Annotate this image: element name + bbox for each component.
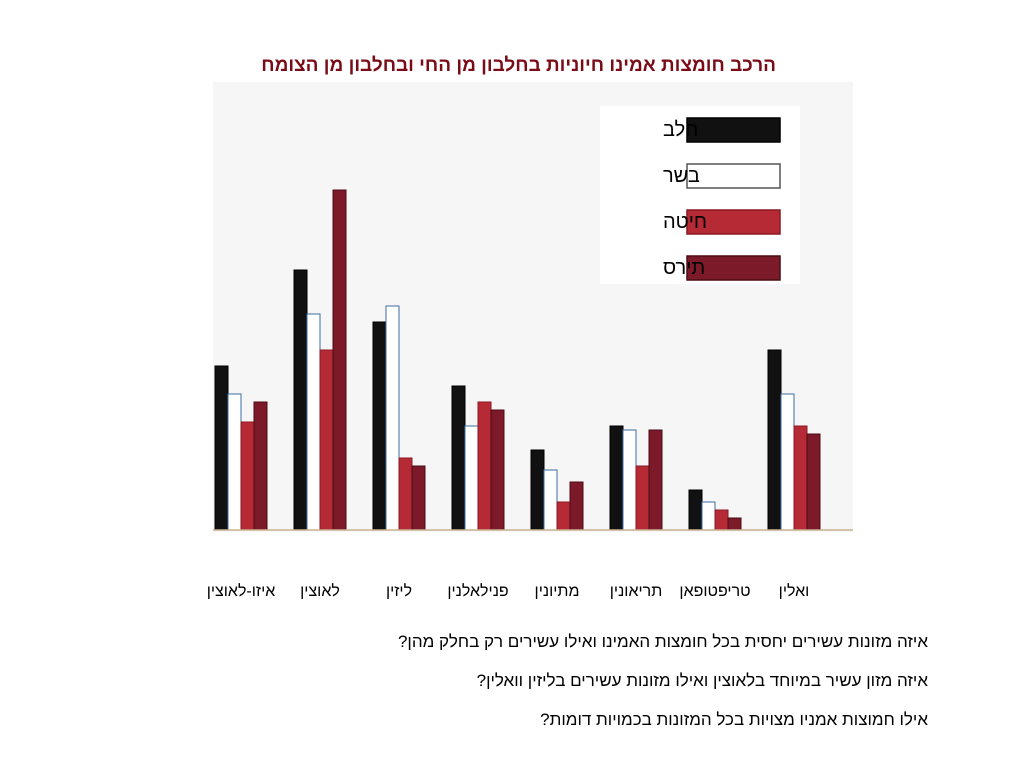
category-label-5: תריאונין: [610, 583, 663, 600]
bar-s1-c2: [385, 305, 400, 531]
bar-s1-c6: [701, 501, 716, 531]
category-label-1: לאוצין: [300, 582, 340, 600]
category-label-2: ליזין: [386, 582, 412, 600]
bar-s3-c0: [253, 401, 268, 531]
bar-s3-c5: [648, 429, 663, 531]
bar-s2-c4: [556, 501, 571, 531]
legend-swatch-3: [686, 255, 781, 281]
bar-s1-c4: [543, 469, 558, 531]
bar-s3-c7: [806, 433, 821, 531]
bar-s1-c0: [227, 393, 242, 531]
bar-s3-c2: [411, 465, 426, 531]
bar-s3-c6: [727, 517, 742, 531]
bar-s1-c1: [306, 313, 321, 531]
legend-label-3: תירס: [663, 257, 705, 279]
category-label-3: פנילאלנין: [447, 582, 508, 600]
bar-s2-c6: [714, 509, 729, 531]
questions-list: איזה מזונות עשירים יחסית בכל חומצות האמי…: [168, 627, 928, 744]
bar-s0-c7: [767, 349, 782, 531]
legend-label-0: חלב: [663, 119, 698, 141]
legend-swatch-2: [686, 209, 781, 235]
bar-s2-c3: [477, 401, 492, 531]
bar-s0-c2: [372, 321, 387, 531]
bar-s1-c7: [780, 393, 795, 531]
bar-s2-c1: [319, 349, 334, 531]
question-2: איזה מזון עשיר במיוחד בלאוצין ואילו מזונ…: [476, 671, 928, 690]
bar-s2-c2: [398, 457, 413, 531]
chart-title: הרכב חומצות אמינו חיוניות בחלבון מן החי …: [261, 55, 776, 76]
bar-s0-c6: [688, 489, 703, 531]
category-label-6: טריפטופאן: [679, 583, 750, 600]
bar-s1-c5: [622, 429, 637, 531]
category-label-0: איזו-לאוצין: [207, 582, 276, 600]
bar-s2-c0: [240, 421, 255, 531]
legend-swatch-1: [686, 163, 781, 189]
legend-label-1: בשר: [663, 165, 700, 187]
bar-s1-c3: [464, 425, 479, 531]
category-label-7: ואלין: [779, 582, 810, 600]
bar-s2-c7: [793, 425, 808, 531]
category-label-4: מתיונין: [535, 583, 580, 600]
bar-s0-c5: [609, 425, 624, 531]
bar-s3-c1: [332, 189, 347, 531]
bar-s0-c0: [214, 365, 229, 531]
bar-s0-c3: [451, 385, 466, 531]
bar-s3-c4: [569, 481, 584, 531]
bar-s0-c1: [293, 269, 308, 531]
bar-s0-c4: [530, 449, 545, 531]
bar-chart: איזו-לאוצין לאוצין ליזין פנילאלנין מתיונין תר…: [206, 117, 853, 600]
legend-label-2: חיטה: [663, 211, 707, 233]
bar-s3-c3: [490, 409, 505, 531]
legend-swatch-0: [686, 117, 781, 143]
question-3: אילו חמוצות אמניו מצויות בכל המזונות בכמ…: [540, 710, 928, 729]
bar-s2-c5: [635, 465, 650, 531]
question-1: איזה מזונות עשירים יחסית בכל חומצות האמי…: [397, 632, 928, 651]
